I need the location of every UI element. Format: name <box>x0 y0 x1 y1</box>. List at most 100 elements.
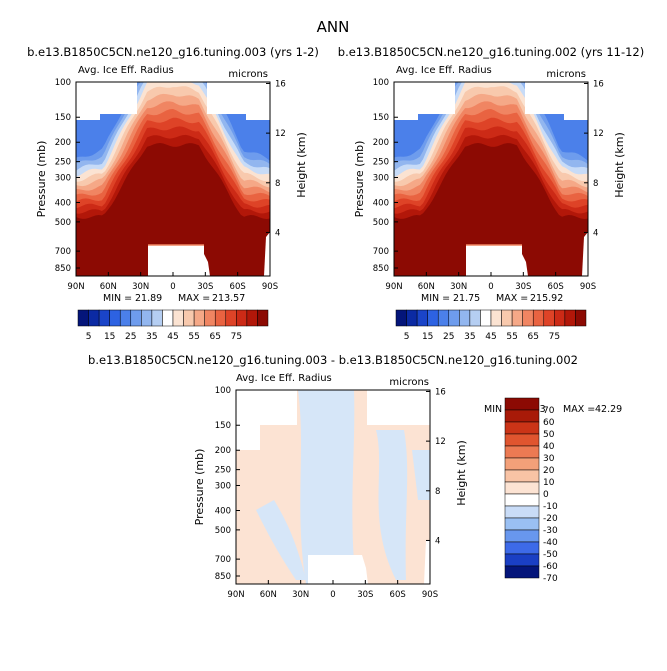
panel-left-max-label: MAX = <box>178 293 210 304</box>
y-tick-label: 200 <box>373 138 389 148</box>
panel-right-title: b.e13.B1850C5CN.ne120_g16.tuning.002 (yr… <box>338 45 644 59</box>
y-tick-label: 200 <box>215 446 231 456</box>
colorbar-label: 45 <box>167 332 178 342</box>
colorbar-label: 40 <box>543 442 555 452</box>
panel-diff-colorbar: 70 60 50 40 30 20 10 0 -10 -20 -30 -40 -50 -60 -70 <box>504 397 558 584</box>
y2-tick-label: 16 <box>435 387 446 397</box>
colorbar-swatch <box>459 309 471 327</box>
colorbar-label: 55 <box>188 332 199 342</box>
panel-diff-title: b.e13.B1850C5CN.ne120_g16.tuning.003 - b… <box>88 353 578 367</box>
colorbar-label: 35 <box>146 332 157 342</box>
field-band <box>256 500 306 580</box>
y-tick-label: 850 <box>55 264 71 274</box>
panel-right-ylabel: Pressure (mb) <box>353 141 366 218</box>
x-tick-label: 30N <box>450 282 467 292</box>
colorbar-swatch <box>504 469 540 483</box>
y-tick-label: 300 <box>55 173 71 183</box>
x-tick-label: 30S <box>515 282 531 292</box>
y-tick-label: 150 <box>215 421 231 431</box>
x-tick-label: 30N <box>132 282 149 292</box>
y-tick-label: 400 <box>55 198 71 208</box>
y2-tick-label: 8 <box>593 179 598 189</box>
field-band <box>298 390 356 584</box>
missing-region <box>148 245 210 276</box>
y-tick-label: 850 <box>373 264 389 274</box>
panel-diff-max-value: 42.29 <box>595 404 622 415</box>
x-tick-label: 0 <box>170 282 175 292</box>
colorbar-label: -10 <box>543 502 558 512</box>
y-tick-label: 250 <box>215 466 231 476</box>
panel-right-units: microns <box>546 69 586 80</box>
missing-region <box>424 540 430 584</box>
missing-region <box>582 232 588 276</box>
panel-diff-field: Avg. Ice Eff. Radius <box>236 373 332 384</box>
colorbar-label: 55 <box>506 332 517 342</box>
y-tick-label: 500 <box>373 218 389 228</box>
colorbar-swatch <box>448 309 460 327</box>
colorbar-swatch <box>504 481 540 495</box>
colorbar-swatch <box>130 309 142 327</box>
missing-region <box>264 232 270 276</box>
y-tick-label: 700 <box>55 247 71 257</box>
page-title: ANN <box>317 18 350 36</box>
colorbar-swatch <box>406 309 418 327</box>
colorbar-swatch <box>554 309 566 327</box>
panel-left-max-value: 213.57 <box>212 293 245 304</box>
y2-tick-label: 12 <box>435 437 446 447</box>
y-tick-label: 700 <box>215 555 231 565</box>
panel-left-y2label: Height (km) <box>295 132 308 198</box>
colorbar-swatch <box>504 409 540 423</box>
colorbar-label: 50 <box>543 430 555 440</box>
missing-region <box>236 390 297 450</box>
colorbar-label: -30 <box>543 526 558 536</box>
colorbar-label: 75 <box>549 332 560 342</box>
panel-right-max-label: MAX = <box>496 293 528 304</box>
panel-left-colorbar: 5 15 25 35 45 55 65 75 <box>77 309 269 342</box>
panel-right-max-value: 215.92 <box>530 293 563 304</box>
panel-right-min-label: MIN = <box>421 293 450 304</box>
panel-diff-min-label: MIN = <box>484 404 513 415</box>
y-tick-label: 100 <box>373 78 389 88</box>
y-tick-label: 250 <box>373 158 389 168</box>
colorbar-swatch <box>504 433 540 447</box>
field-band <box>412 450 430 500</box>
y-tick-label: 400 <box>373 198 389 208</box>
x-tick-label: 60S <box>548 282 564 292</box>
colorbar-swatch <box>490 309 502 327</box>
x-tick-label: 60N <box>418 282 435 292</box>
panel-right-y2label: Height (km) <box>613 132 626 198</box>
colorbar-swatch <box>504 517 540 531</box>
colorbar-swatch <box>532 309 545 327</box>
colorbar-swatch <box>214 309 227 327</box>
colorbar-swatch <box>395 309 407 327</box>
panel-diff-axes: 90N 60N 30N 0 30S 60S 90S 100 150 200 250 300 400 500… <box>215 386 446 600</box>
y2-tick-label: 4 <box>593 228 598 238</box>
y-tick-label: 200 <box>55 138 71 148</box>
panel-right-field: Avg. Ice Eff. Radius <box>396 65 492 76</box>
x-tick-label: 90N <box>227 590 244 600</box>
panel-right-min-value: 21.75 <box>453 293 480 304</box>
panel-left-min-label: MIN = <box>103 293 132 304</box>
missing-region <box>466 245 528 276</box>
y2-tick-label: 8 <box>275 179 280 189</box>
colorbar-swatch <box>98 309 110 327</box>
colorbar-label: 75 <box>231 332 242 342</box>
y2-tick-label: 16 <box>593 79 604 89</box>
colorbar-swatch <box>151 309 163 327</box>
x-tick-label: 30S <box>357 590 373 600</box>
field-right <box>394 82 588 276</box>
x-tick-label: 60S <box>230 282 246 292</box>
colorbar-swatch <box>225 309 237 327</box>
panel-diff-max-label: MAX = <box>563 404 595 415</box>
x-tick-label: 0 <box>488 282 493 292</box>
y-tick-label: 250 <box>55 158 71 168</box>
colorbar-label: 5 <box>404 332 410 342</box>
colorbar-swatch <box>504 505 540 519</box>
colorbar-swatch <box>501 309 513 327</box>
panel-left-min-value: 21.89 <box>135 293 162 304</box>
colorbar-swatch <box>119 309 132 327</box>
missing-region <box>525 82 588 120</box>
panel-right-axes: 90N 60N 30N 0 30S 60S 90S 100 150 200 250 300 400 500… <box>373 78 604 292</box>
colorbar-swatch <box>522 309 534 327</box>
y-tick-label: 500 <box>55 218 71 228</box>
